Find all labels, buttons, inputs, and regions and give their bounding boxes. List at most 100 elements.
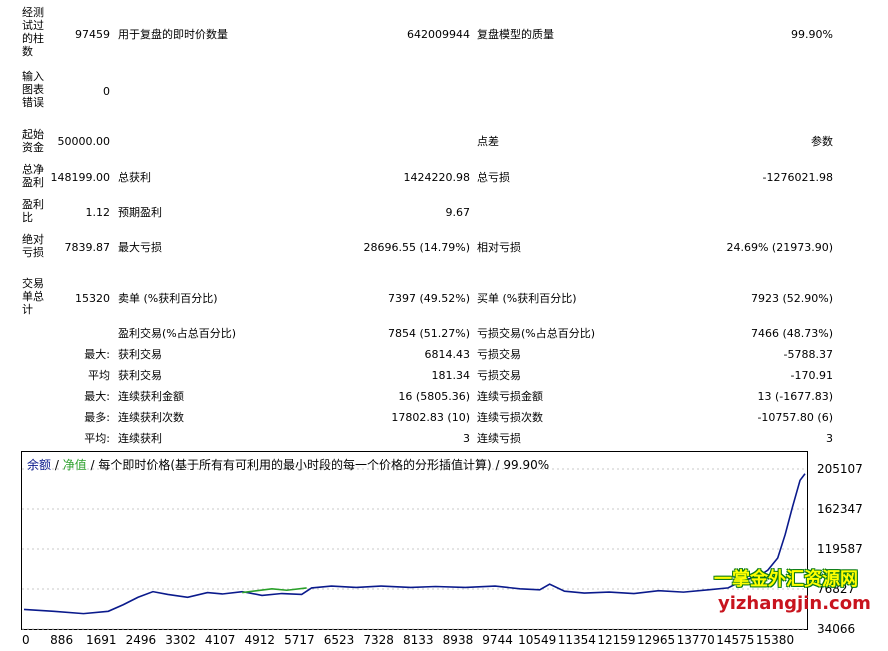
expected-payoff-label: 预期盈利 — [118, 206, 162, 219]
y-tick-label: 162347 — [817, 502, 863, 516]
largest-profit-value: 6814.43 — [424, 348, 471, 361]
quality-label: 复盘模型的质量 — [477, 28, 554, 41]
x-tick-label: 4912 — [245, 633, 276, 647]
gross-profit-label: 总获利 — [118, 171, 151, 184]
rel-dd-label: 相对亏损 — [477, 241, 521, 254]
expected-payoff-value: 9.67 — [445, 206, 471, 219]
spread-label: 点差 — [477, 135, 499, 148]
loss-trades-label: 亏损交易(%占总百分比) — [477, 327, 596, 340]
ticks-label: 用于复盘的即时价数量 — [118, 28, 228, 41]
x-tick-label: 5717 — [284, 633, 315, 647]
max-consec2-prefix: 最多: — [84, 411, 110, 424]
rel-dd-value: 24.69% (21973.90) — [726, 241, 833, 254]
legend-sep: / — [51, 458, 63, 472]
largest-loss-label: 亏损交易 — [477, 348, 521, 361]
deposit-label: 起始资金 — [22, 128, 44, 154]
x-tick-label: 9744 — [482, 633, 513, 647]
x-tick-label: 1691 — [86, 633, 117, 647]
max-consec2-loss-value: -10757.80 (6) — [757, 411, 833, 424]
loss-trades-value: 7466 (48.73%) — [750, 327, 833, 340]
bars-label: 经测试过的柱数 — [22, 6, 44, 58]
max-consec-profit-label: 连续获利金额 — [118, 390, 184, 403]
average-loss-label: 亏损交易 — [477, 369, 521, 382]
x-tick-label: 15380 — [756, 633, 794, 647]
equity-chart — [21, 451, 808, 630]
max-consec-prefix: 最大: — [84, 390, 110, 403]
x-tick-label: 3302 — [165, 633, 196, 647]
net-profit-value: 148199.00 — [50, 171, 111, 184]
legend-equity: 净值 — [62, 458, 87, 472]
total-trades-value: 15320 — [75, 292, 110, 305]
x-tick-label: 8133 — [403, 633, 434, 647]
avg-consec-prefix: 平均: — [84, 432, 110, 445]
max-consec2-loss-label: 连续亏损次数 — [477, 411, 543, 424]
x-tick-label: 7328 — [363, 633, 394, 647]
net-profit-label: 总净盈利 — [22, 163, 44, 189]
short-value: 7397 (49.52%) — [387, 292, 470, 305]
x-tick-label: 6523 — [324, 633, 355, 647]
x-axis: 0 886 1691 2496 3302 4107 4912 5717 6523 7328 8133… — [22, 633, 794, 647]
profit-factor-value: 1.12 — [85, 206, 111, 219]
largest-prefix: 最大: — [84, 348, 110, 361]
long-value: 7923 (52.90%) — [750, 292, 833, 305]
x-tick-label: 8938 — [443, 633, 474, 647]
ticks-value: 642009944 — [407, 28, 470, 41]
profit-factor-label: 盈利比 — [22, 198, 44, 224]
y-axis: 205107 162347 119587 76827 34066 — [817, 462, 863, 636]
x-tick-label: 12159 — [597, 633, 635, 647]
y-tick-label: 119587 — [817, 542, 863, 556]
watermark-site-name: 一掌金外汇资源网 — [714, 569, 858, 590]
legend-balance: 余额 — [27, 458, 52, 472]
average-loss-value: -170.91 — [790, 369, 833, 382]
x-tick-label: 10549 — [518, 633, 556, 647]
x-tick-label: 11354 — [558, 633, 596, 647]
avg-consec-profit-label: 连续获利 — [118, 432, 162, 445]
spread-value: 参数 — [811, 135, 833, 148]
legend-rest: / 每个即时价格(基于所有有可利用的最小时段的每一个价格的分形插值计算) / 9… — [86, 458, 550, 472]
max-consec-loss-value: 13 (-1677.83) — [757, 390, 833, 403]
balance-line — [23, 473, 806, 615]
gross-loss-label: 总亏损 — [477, 171, 510, 184]
x-tick-label: 13770 — [677, 633, 715, 647]
x-tick-label: 12965 — [637, 633, 675, 647]
x-tick-label: 2496 — [126, 633, 157, 647]
y-tick-label: 34066 — [817, 622, 855, 636]
deposit-value: 50000.00 — [57, 135, 111, 148]
x-tick-label: 886 — [50, 633, 73, 647]
chart-legend: 余额 / 净值 / 每个即时价格(基于所有有可利用的最小时段的每一个价格的分形插… — [27, 456, 549, 473]
watermark-url: yizhangjin.com — [718, 593, 871, 614]
largest-loss-value: -5788.37 — [783, 348, 833, 361]
largest-profit-label: 获利交易 — [118, 348, 162, 361]
y-tick-label: 76827 — [817, 582, 855, 596]
profit-trades-value: 7854 (51.27%) — [387, 327, 470, 340]
max-consec2-profit-label: 连续获利次数 — [118, 411, 184, 424]
avg-consec-loss-value: 3 — [826, 432, 833, 445]
mismatch-label: 输入图表错误 — [22, 70, 44, 109]
quality-value: 99.90% — [791, 28, 833, 41]
max-consec2-profit-value: 17802.83 (10) — [391, 411, 470, 424]
bars-value: 97459 — [75, 28, 110, 41]
x-tick-label: 4107 — [205, 633, 236, 647]
y-tick-label: 205107 — [817, 462, 863, 476]
gross-loss-value: -1276021.98 — [762, 171, 833, 184]
total-trades-label: 交易单总计 — [22, 277, 44, 316]
long-label: 买单 (%获利百分比) — [477, 292, 577, 305]
average-profit-value: 181.34 — [431, 369, 471, 382]
avg-consec-loss-label: 连续亏损 — [477, 432, 521, 445]
average-prefix: 平均 — [88, 369, 110, 382]
max-dd-value: 28696.55 (14.79%) — [363, 241, 470, 254]
mismatch-value: 0 — [103, 85, 110, 98]
equity-line — [242, 587, 307, 594]
average-profit-label: 获利交易 — [118, 369, 162, 382]
profit-trades-label: 盈利交易(%占总百分比) — [118, 327, 237, 340]
avg-consec-profit-value: 3 — [463, 432, 470, 445]
max-consec-loss-label: 连续亏损金额 — [477, 390, 543, 403]
gross-profit-value: 1424220.98 — [403, 171, 470, 184]
max-dd-label: 最大亏损 — [118, 241, 162, 254]
abs-dd-value: 7839.87 — [64, 241, 111, 254]
x-tick-label: 14575 — [716, 633, 754, 647]
short-label: 卖单 (%获利百分比) — [118, 292, 218, 305]
abs-dd-label: 绝对亏损 — [22, 233, 44, 259]
x-tick-label: 0 — [22, 633, 30, 647]
max-consec-profit-value: 16 (5805.36) — [398, 390, 470, 403]
